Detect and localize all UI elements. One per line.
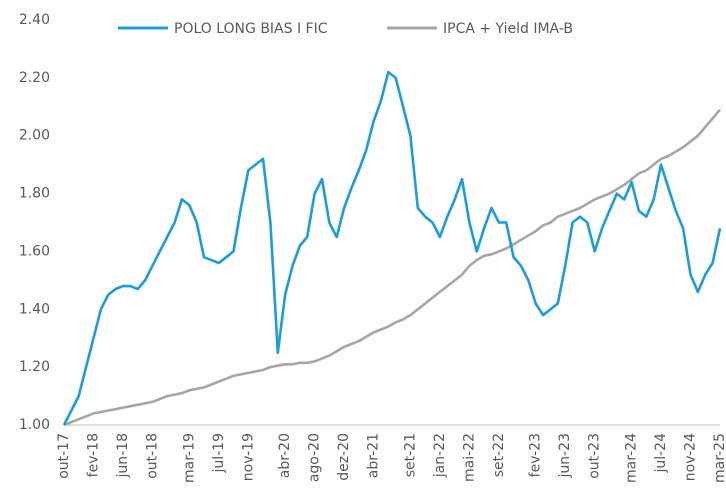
x-tick-label: set-21: [402, 433, 418, 477]
x-tick-label: abr-21: [366, 433, 382, 478]
x-tick-label: nov-24: [683, 433, 699, 481]
x-tick-label: mar-19: [181, 433, 197, 483]
y-tick-label: 1.80: [19, 186, 50, 202]
x-tick-label: ago-20: [307, 433, 323, 482]
x-tick-label: fev-18: [85, 433, 101, 477]
x-tick-label: jun-23: [557, 433, 573, 479]
y-tick-label: 2.00: [19, 128, 50, 144]
x-tick-label: jul-24: [653, 433, 669, 474]
x-tick-label: jul-19: [211, 433, 227, 474]
y-tick-label: 1.20: [19, 359, 50, 375]
y-tick-label: 1.40: [19, 301, 50, 317]
series-line: [62, 70, 722, 426]
y-tick-label: 1.60: [19, 243, 50, 259]
x-tick-label: mar-25: [712, 433, 726, 483]
y-tick-label: 1.00: [19, 417, 50, 433]
x-tick-label: out-17: [56, 433, 72, 479]
x-tick-label: jun-18: [115, 433, 131, 479]
x-tick-label: out-18: [144, 433, 160, 479]
x-tick-label: mar-24: [624, 433, 640, 483]
series-line: [63, 108, 721, 427]
x-tick-label: jan-22: [432, 433, 448, 478]
x-tick-label: dez-20: [336, 433, 352, 481]
x-tick-label: set-22: [491, 433, 507, 477]
x-tick-label: abr-20: [277, 433, 293, 478]
x-tick-label: out-23: [587, 433, 603, 479]
x-tick-label: mai-22: [461, 433, 477, 482]
y-tick-label: 2.40: [19, 12, 50, 28]
y-tick-label: 2.20: [19, 70, 50, 86]
legend-label: POLO LONG BIAS I FIC: [174, 21, 328, 37]
x-tick-label: nov-19: [240, 433, 256, 481]
x-tick-label: fev-23: [528, 433, 544, 477]
legend-label: IPCA + Yield IMA-B: [443, 21, 573, 37]
